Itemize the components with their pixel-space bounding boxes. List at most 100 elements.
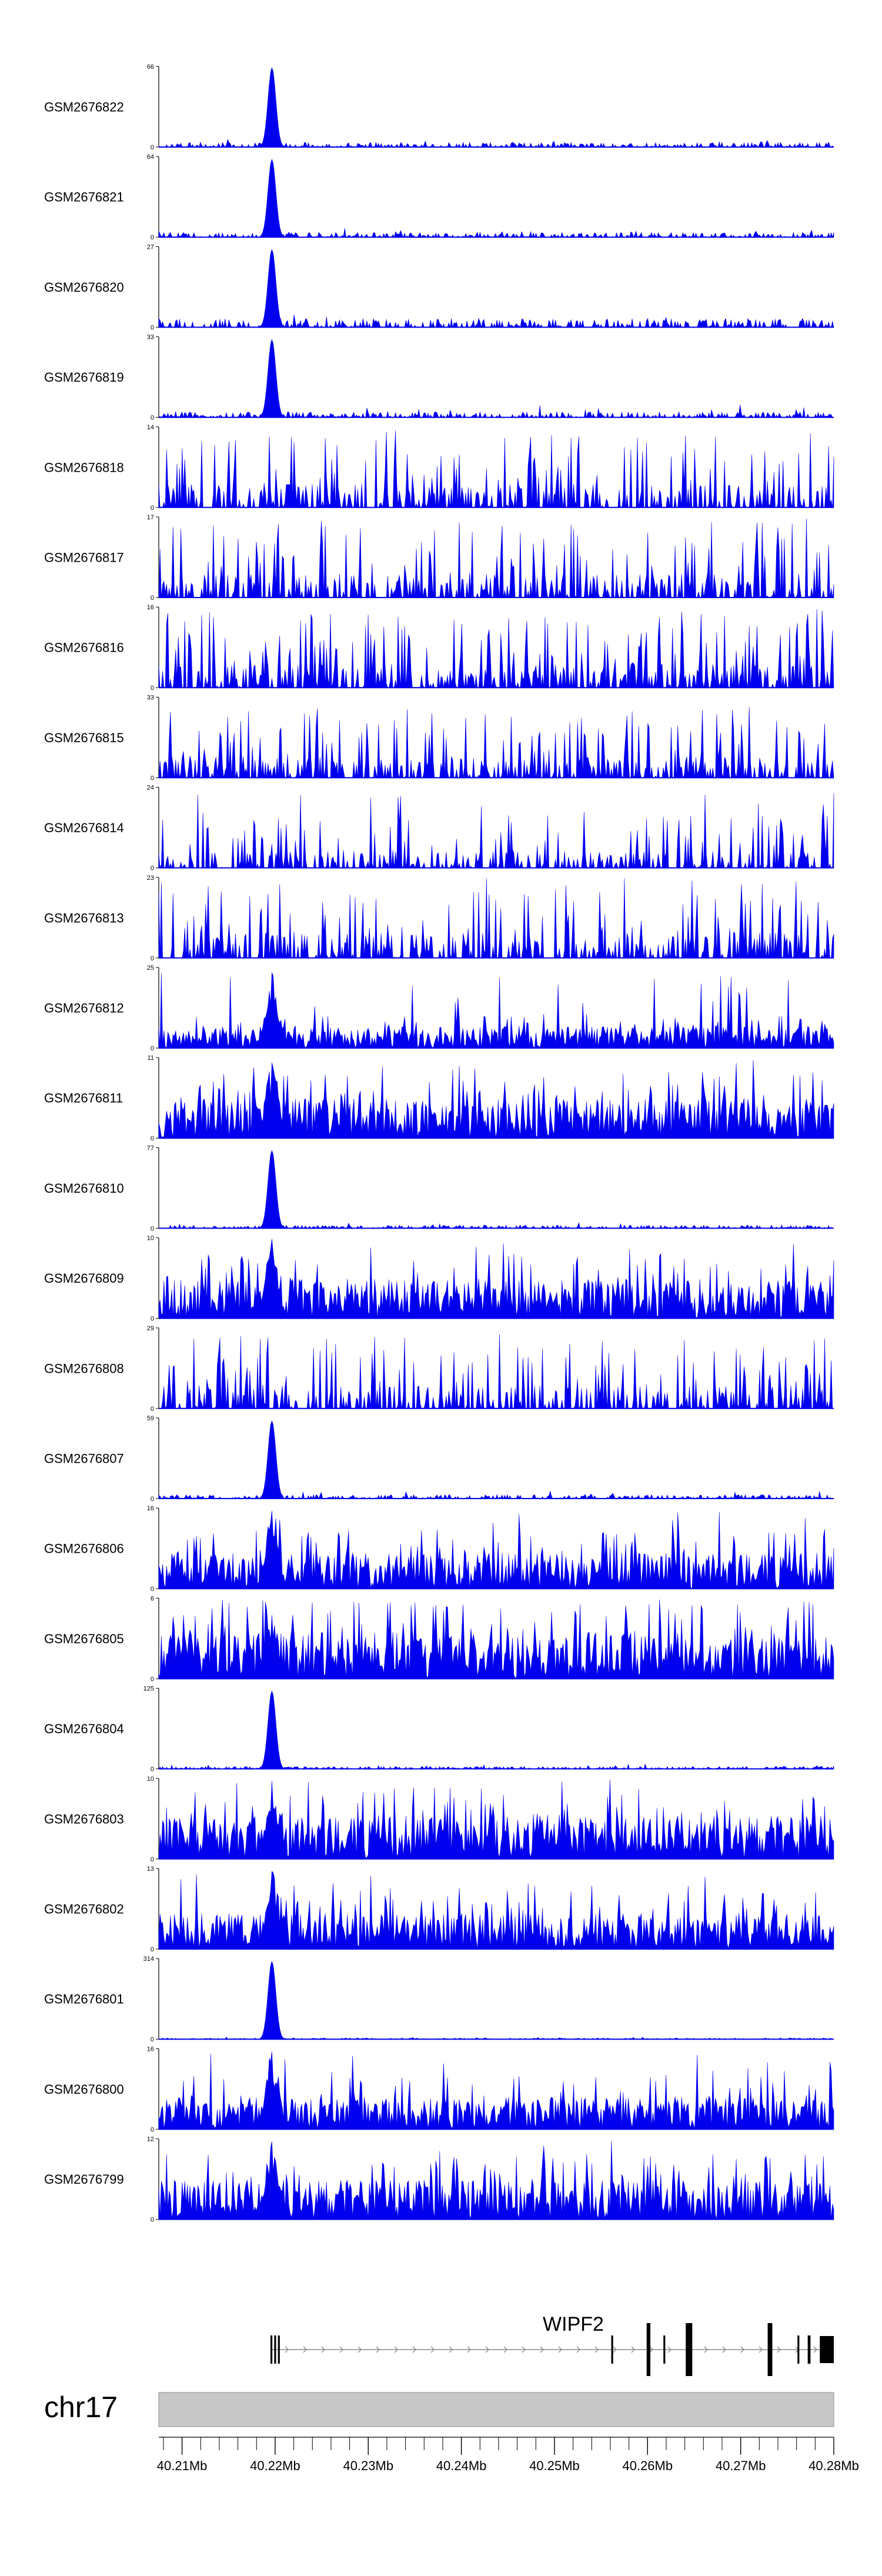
signal-area — [159, 1334, 834, 1409]
track-label: GSM2676800 — [44, 2082, 124, 2097]
y-tick-label: 17 — [147, 514, 154, 521]
track-label: GSM2676806 — [44, 1541, 124, 1556]
y-tick-label: 0 — [151, 955, 154, 962]
y-tick-label: 10 — [147, 1235, 154, 1242]
signal-area — [158, 1780, 834, 1860]
strand-arrow — [558, 2346, 562, 2353]
track-label: GSM2676821 — [44, 190, 124, 205]
signal-area — [158, 1420, 834, 1499]
signal-area — [158, 431, 834, 508]
y-tick-label: 0 — [151, 775, 154, 782]
y-tick-label: 0 — [151, 1316, 154, 1323]
track-label: GSM2676819 — [44, 370, 124, 385]
track-label: GSM2676813 — [44, 910, 124, 925]
y-tick-label: 16 — [147, 1505, 154, 1512]
y-tick-label: 14 — [147, 424, 154, 431]
y-tick-label: 29 — [147, 1325, 154, 1332]
exon — [797, 2335, 800, 2364]
y-tick-label: 0 — [151, 324, 154, 331]
track-GSM2676817: GSM2676817 17 0 — [44, 514, 834, 602]
x-tick-label: 40.26Mb — [622, 2458, 673, 2473]
strand-arrow — [503, 2346, 507, 2353]
track-label: GSM2676811 — [44, 1091, 123, 1106]
track-label: GSM2676820 — [44, 280, 124, 295]
gene-track: WIPF2 — [270, 2313, 834, 2376]
track-label: GSM2676804 — [44, 1721, 124, 1736]
track-label: GSM2676818 — [44, 460, 124, 475]
exon — [820, 2336, 834, 2363]
track-GSM2676822: GSM2676822 66 0 — [44, 64, 834, 151]
track-label: GSM2676808 — [44, 1361, 124, 1376]
track-GSM2676820: GSM2676820 27 0 — [44, 243, 834, 331]
strand-arrow — [376, 2346, 380, 2353]
strand-arrow — [777, 2346, 781, 2353]
signal-area — [158, 249, 834, 328]
y-tick-label: 0 — [151, 1496, 154, 1503]
gene-label: WIPF2 — [543, 2313, 604, 2335]
y-tick-label: 314 — [143, 1956, 154, 1963]
y-tick-label: 0 — [151, 1225, 154, 1232]
strand-arrow — [759, 2346, 763, 2353]
y-tick-label: 0 — [151, 505, 154, 512]
signal-area — [158, 609, 834, 689]
signal-area — [158, 1060, 834, 1139]
signal-area — [158, 66, 834, 148]
y-tick-label: 0 — [151, 1676, 154, 1683]
exon — [686, 2323, 693, 2376]
track-GSM2676803: GSM2676803 10 0 — [44, 1776, 834, 1863]
track-GSM2676800: GSM2676800 16 0 — [44, 2046, 834, 2133]
exon — [611, 2335, 613, 2364]
signal-area — [158, 158, 834, 238]
y-tick-label: 0 — [151, 595, 154, 602]
y-tick-label: 16 — [147, 2046, 154, 2053]
exon — [807, 2335, 811, 2364]
strand-arrow — [485, 2346, 489, 2353]
y-tick-label: 11 — [148, 1055, 154, 1062]
signal-area — [158, 1239, 834, 1319]
signal-area — [158, 1870, 834, 1950]
track-label: GSM2676799 — [44, 2172, 124, 2187]
strand-arrow — [430, 2346, 435, 2353]
y-tick-label: 64 — [147, 154, 154, 161]
y-tick-label: 0 — [151, 865, 154, 872]
signal-area — [158, 793, 834, 869]
y-tick-label: 77 — [147, 1144, 154, 1152]
y-tick-label: 10 — [147, 1776, 154, 1783]
y-tick-label: 0 — [151, 1946, 154, 1953]
strand-arrow — [667, 2346, 671, 2353]
track-GSM2676816: GSM2676816 16 0 — [44, 604, 834, 692]
track-label: GSM2676809 — [44, 1271, 124, 1286]
track-label: GSM2676815 — [44, 730, 124, 745]
signal-area — [158, 1599, 834, 1679]
strand-arrow — [613, 2346, 617, 2353]
y-tick-label: 59 — [147, 1415, 154, 1422]
track-GSM2676814: GSM2676814 24 0 — [44, 785, 834, 872]
y-tick-label: 24 — [147, 785, 154, 792]
y-tick-label: 0 — [151, 1856, 154, 1863]
y-tick-label: 13 — [147, 1866, 154, 1873]
track-GSM2676812: GSM2676812 25 0 — [44, 965, 834, 1052]
y-tick-label: 0 — [151, 1045, 154, 1052]
track-GSM2676807: GSM2676807 59 0 — [44, 1415, 834, 1503]
strand-arrow — [467, 2346, 471, 2353]
exon — [270, 2335, 273, 2364]
chromosome-label: chr17 — [44, 2391, 118, 2424]
signal-area — [158, 2051, 834, 2130]
signal-area — [158, 1510, 834, 1589]
signal-area — [159, 1150, 834, 1229]
track-GSM2676811: GSM2676811 11 0 — [44, 1055, 834, 1142]
strand-arrow — [412, 2346, 416, 2353]
y-tick-label: 0 — [151, 2217, 154, 2224]
y-tick-label: 0 — [151, 144, 154, 151]
track-label: GSM2676802 — [44, 1902, 124, 1917]
x-tick-label: 40.28Mb — [808, 2458, 859, 2473]
x-tick-label: 40.27Mb — [716, 2458, 766, 2473]
strand-arrow — [449, 2346, 453, 2353]
track-GSM2676821: GSM2676821 64 0 — [44, 154, 834, 241]
strand-arrow — [813, 2346, 817, 2353]
y-tick-label: 0 — [151, 1135, 154, 1142]
signal-area — [158, 707, 834, 779]
y-tick-label: 125 — [143, 1686, 154, 1693]
track-GSM2676810: GSM2676810 77 0 — [44, 1144, 834, 1232]
strand-arrow — [540, 2346, 544, 2353]
